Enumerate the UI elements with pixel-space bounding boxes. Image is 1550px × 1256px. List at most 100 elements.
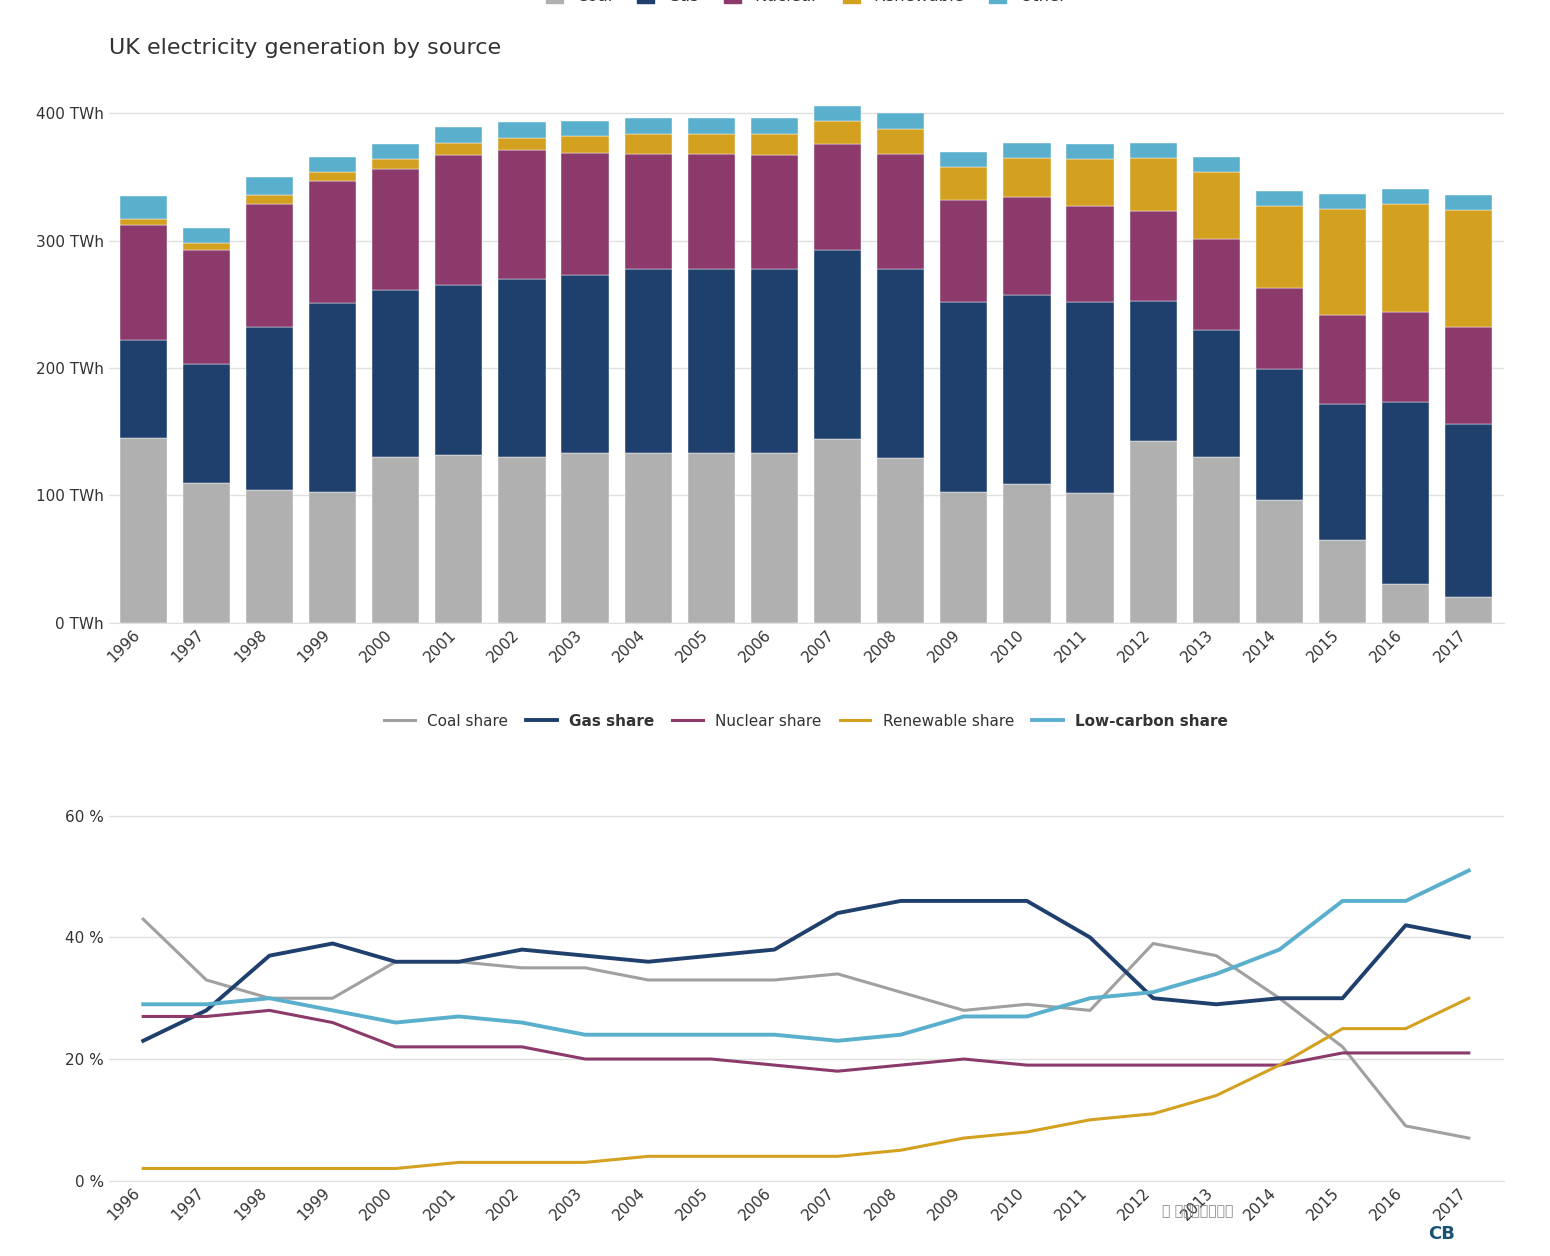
Gas share <box>324 936 343 951</box>
Bar <box>561 153 609 275</box>
Coal share <box>1397 1118 1415 1133</box>
Renewable share <box>1144 1107 1162 1122</box>
Low-carbon share <box>702 1027 721 1042</box>
Bar <box>119 340 167 438</box>
Coal share <box>1018 997 1037 1012</box>
Bar <box>877 458 924 623</box>
Coal share <box>1080 1002 1099 1017</box>
Bar <box>1066 144 1114 160</box>
Bar <box>1003 295 1051 484</box>
Bar <box>308 303 356 491</box>
Nuclear share <box>1018 1058 1037 1073</box>
Text: CB: CB <box>1428 1226 1455 1243</box>
Bar <box>1383 402 1429 584</box>
Gas share <box>702 948 721 963</box>
Bar <box>498 138 546 151</box>
Bar <box>1383 311 1429 402</box>
Gas share <box>766 942 784 957</box>
Renewable share <box>1018 1124 1037 1139</box>
Nuclear share <box>828 1064 846 1079</box>
Line: Renewable share: Renewable share <box>143 999 1469 1168</box>
Line: Nuclear share: Nuclear share <box>143 1010 1469 1071</box>
Gas share <box>449 955 468 970</box>
Low-carbon share <box>324 1002 343 1017</box>
Low-carbon share <box>449 1009 468 1024</box>
Bar <box>308 491 356 623</box>
Gas share <box>1207 997 1226 1012</box>
Bar <box>814 440 862 623</box>
Coal share <box>513 961 532 976</box>
Nuclear share <box>324 1015 343 1030</box>
Bar <box>750 133 798 156</box>
Nuclear share <box>1333 1045 1352 1060</box>
Gas share <box>197 1002 215 1017</box>
Low-carbon share <box>1333 893 1352 908</box>
Bar <box>688 269 735 453</box>
Bar <box>372 457 420 623</box>
Bar <box>561 137 609 153</box>
Bar <box>814 106 862 121</box>
Nuclear share <box>702 1051 721 1066</box>
Bar <box>372 290 420 457</box>
Bar <box>1130 300 1176 441</box>
Gas share <box>1333 991 1352 1006</box>
Renewable share <box>1207 1088 1226 1103</box>
Low-carbon share <box>1080 991 1099 1006</box>
Bar <box>308 172 356 181</box>
Bar <box>1066 301 1114 492</box>
Bar <box>498 457 546 623</box>
Nuclear share <box>1144 1058 1162 1073</box>
Bar <box>1192 330 1240 457</box>
Bar <box>1445 425 1493 597</box>
Gas share <box>133 1034 152 1049</box>
Gas share <box>639 955 657 970</box>
Bar <box>1192 157 1240 172</box>
Bar <box>372 170 420 290</box>
Renewable share <box>324 1161 343 1176</box>
Bar <box>1445 328 1493 425</box>
Coal share <box>702 972 721 987</box>
Bar <box>750 118 798 133</box>
Gas share <box>1269 991 1288 1006</box>
Bar <box>625 133 671 154</box>
Coal share <box>1333 1039 1352 1054</box>
Bar <box>941 167 987 200</box>
Bar <box>119 196 167 219</box>
Nuclear share <box>1080 1058 1099 1073</box>
Renewable share <box>513 1154 532 1169</box>
Renewable share <box>1269 1058 1288 1073</box>
Bar <box>498 122 546 138</box>
Bar <box>625 154 671 269</box>
Bar <box>1256 206 1304 288</box>
Gas share <box>260 948 279 963</box>
Bar <box>119 438 167 623</box>
Bar <box>814 250 862 440</box>
Renewable share <box>449 1154 468 1169</box>
Bar <box>941 301 987 491</box>
Bar <box>625 118 671 133</box>
Bar <box>1256 191 1304 206</box>
Coal share <box>449 955 468 970</box>
Bar <box>625 453 671 623</box>
Bar <box>1130 211 1176 300</box>
Bar <box>561 121 609 137</box>
Bar <box>1066 492 1114 623</box>
Gas share <box>1080 929 1099 945</box>
Bar <box>877 113 924 128</box>
Bar <box>814 144 862 250</box>
Bar <box>246 328 293 490</box>
Gas share <box>828 906 846 921</box>
Coal share <box>891 985 910 1000</box>
Coal share <box>828 966 846 981</box>
Nuclear share <box>386 1039 405 1054</box>
Bar <box>877 128 924 154</box>
Coal share <box>133 912 152 927</box>
Legend: Coal share, Gas share, Nuclear share, Renewable share, Low-carbon share: Coal share, Gas share, Nuclear share, Re… <box>377 706 1235 736</box>
Bar <box>561 453 609 623</box>
Low-carbon share <box>1144 985 1162 1000</box>
Low-carbon share <box>197 997 215 1012</box>
Low-carbon share <box>639 1027 657 1042</box>
Renewable share <box>260 1161 279 1176</box>
Renewable share <box>1397 1021 1415 1036</box>
Renewable share <box>702 1149 721 1164</box>
